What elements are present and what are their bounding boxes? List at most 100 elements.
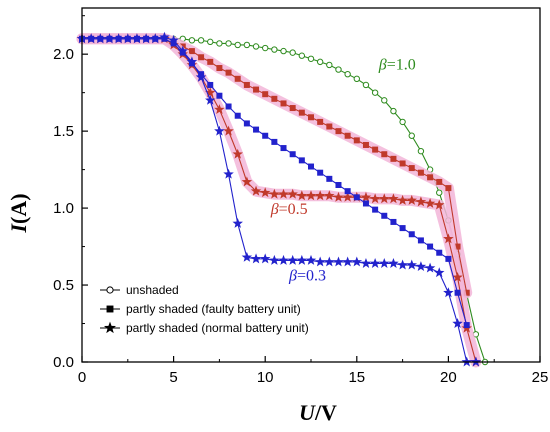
- legend-label: unshaded: [126, 283, 179, 297]
- data-point: [259, 187, 271, 198]
- data-point: [287, 188, 298, 199]
- data-point: [207, 81, 214, 88]
- data-point: [241, 251, 253, 262]
- data-point: [372, 206, 379, 213]
- data-point: [243, 120, 250, 127]
- x-tick-label: 15: [348, 369, 365, 386]
- data-point: [186, 56, 198, 67]
- series-3: [76, 33, 482, 368]
- data-point: [269, 188, 280, 199]
- data-point: [362, 81, 370, 89]
- data-point: [308, 163, 314, 170]
- legend-item: partly shaded (faulty battery unit): [100, 302, 301, 316]
- annotations: β=1.0β=0.5β=0.3: [270, 57, 416, 285]
- data-point: [122, 33, 134, 44]
- data-point: [424, 262, 436, 273]
- data-point: [314, 256, 326, 267]
- data-point: [308, 114, 314, 121]
- y-tick-label: 2.0: [53, 46, 74, 63]
- y-tick-label: 0.0: [53, 354, 74, 371]
- data-point: [417, 237, 424, 244]
- data-point: [253, 126, 260, 133]
- data-point: [362, 141, 369, 148]
- data-point: [280, 145, 287, 152]
- data-point: [360, 258, 372, 268]
- y-tick-label: 1.5: [53, 123, 74, 140]
- data-point: [344, 70, 351, 78]
- legend-marker: [106, 286, 114, 294]
- data-point: [381, 97, 388, 104]
- data-point: [296, 254, 308, 265]
- data-point: [250, 253, 262, 264]
- data-point: [443, 287, 454, 298]
- data-point: [408, 231, 415, 238]
- data-point: [234, 112, 241, 119]
- data-point: [271, 138, 278, 145]
- data-point: [436, 178, 443, 185]
- data-point: [262, 44, 269, 52]
- beta-label: β=0.5: [270, 201, 308, 218]
- data-point: [415, 196, 427, 207]
- data-point: [104, 33, 115, 44]
- data-point: [344, 188, 351, 195]
- data-point: [454, 243, 461, 250]
- data-point: [317, 118, 324, 125]
- data-point: [344, 132, 351, 139]
- x-tick-label: 10: [257, 369, 274, 386]
- data-point: [333, 256, 344, 267]
- data-point: [223, 125, 234, 136]
- data-point: [298, 52, 306, 59]
- data-point: [95, 33, 106, 44]
- data-point: [278, 254, 289, 265]
- x-axis-title-unit: /V: [314, 400, 337, 425]
- beta-value: =0.5: [279, 201, 308, 218]
- data-point: [113, 33, 124, 44]
- data-point: [372, 146, 379, 153]
- y-axis-ticks: 0.0 0.5 1.0 1.5 2.0: [53, 15, 88, 371]
- data-point: [234, 75, 241, 82]
- data-point: [188, 48, 195, 55]
- data-point: [360, 191, 372, 202]
- data-point: [159, 31, 170, 42]
- data-point: [371, 89, 379, 96]
- y-axis-title: I(A): [6, 193, 31, 233]
- data-point: [85, 33, 97, 44]
- data-point: [232, 148, 243, 159]
- data-point: [259, 253, 271, 264]
- data-point: [335, 66, 342, 73]
- data-point: [362, 200, 369, 207]
- legend-item: partly shaded (normal battery unit): [100, 321, 309, 335]
- x-tick-label: 0: [78, 369, 86, 386]
- data-point: [427, 243, 434, 250]
- data-point: [452, 271, 463, 282]
- beta-value: =0.3: [297, 267, 326, 284]
- data-point: [463, 289, 470, 296]
- legend-label: partly shaded (faulty battery unit): [126, 302, 301, 316]
- data-point: [406, 194, 417, 205]
- data-point: [216, 40, 223, 47]
- data-point: [463, 322, 470, 329]
- data-point: [379, 258, 390, 268]
- data-point: [223, 168, 234, 179]
- data-point: [326, 123, 333, 130]
- beta-label: β=0.3: [288, 267, 326, 284]
- data-point: [351, 256, 363, 267]
- data-point: [296, 190, 308, 201]
- data-point: [241, 176, 253, 187]
- data-point: [353, 75, 360, 83]
- data-point: [225, 40, 232, 47]
- data-point: [390, 155, 397, 162]
- data-point: [168, 34, 179, 45]
- data-point: [326, 175, 333, 182]
- x-tick-label: 20: [440, 369, 457, 386]
- data-point: [415, 261, 427, 272]
- data-point: [424, 197, 436, 208]
- x-tick-label: 25: [532, 369, 549, 386]
- data-point: [197, 37, 205, 44]
- data-point: [170, 40, 177, 47]
- y-tick-label: 1.0: [53, 200, 74, 217]
- data-point: [436, 249, 443, 256]
- data-point: [324, 256, 335, 267]
- data-point: [225, 69, 232, 76]
